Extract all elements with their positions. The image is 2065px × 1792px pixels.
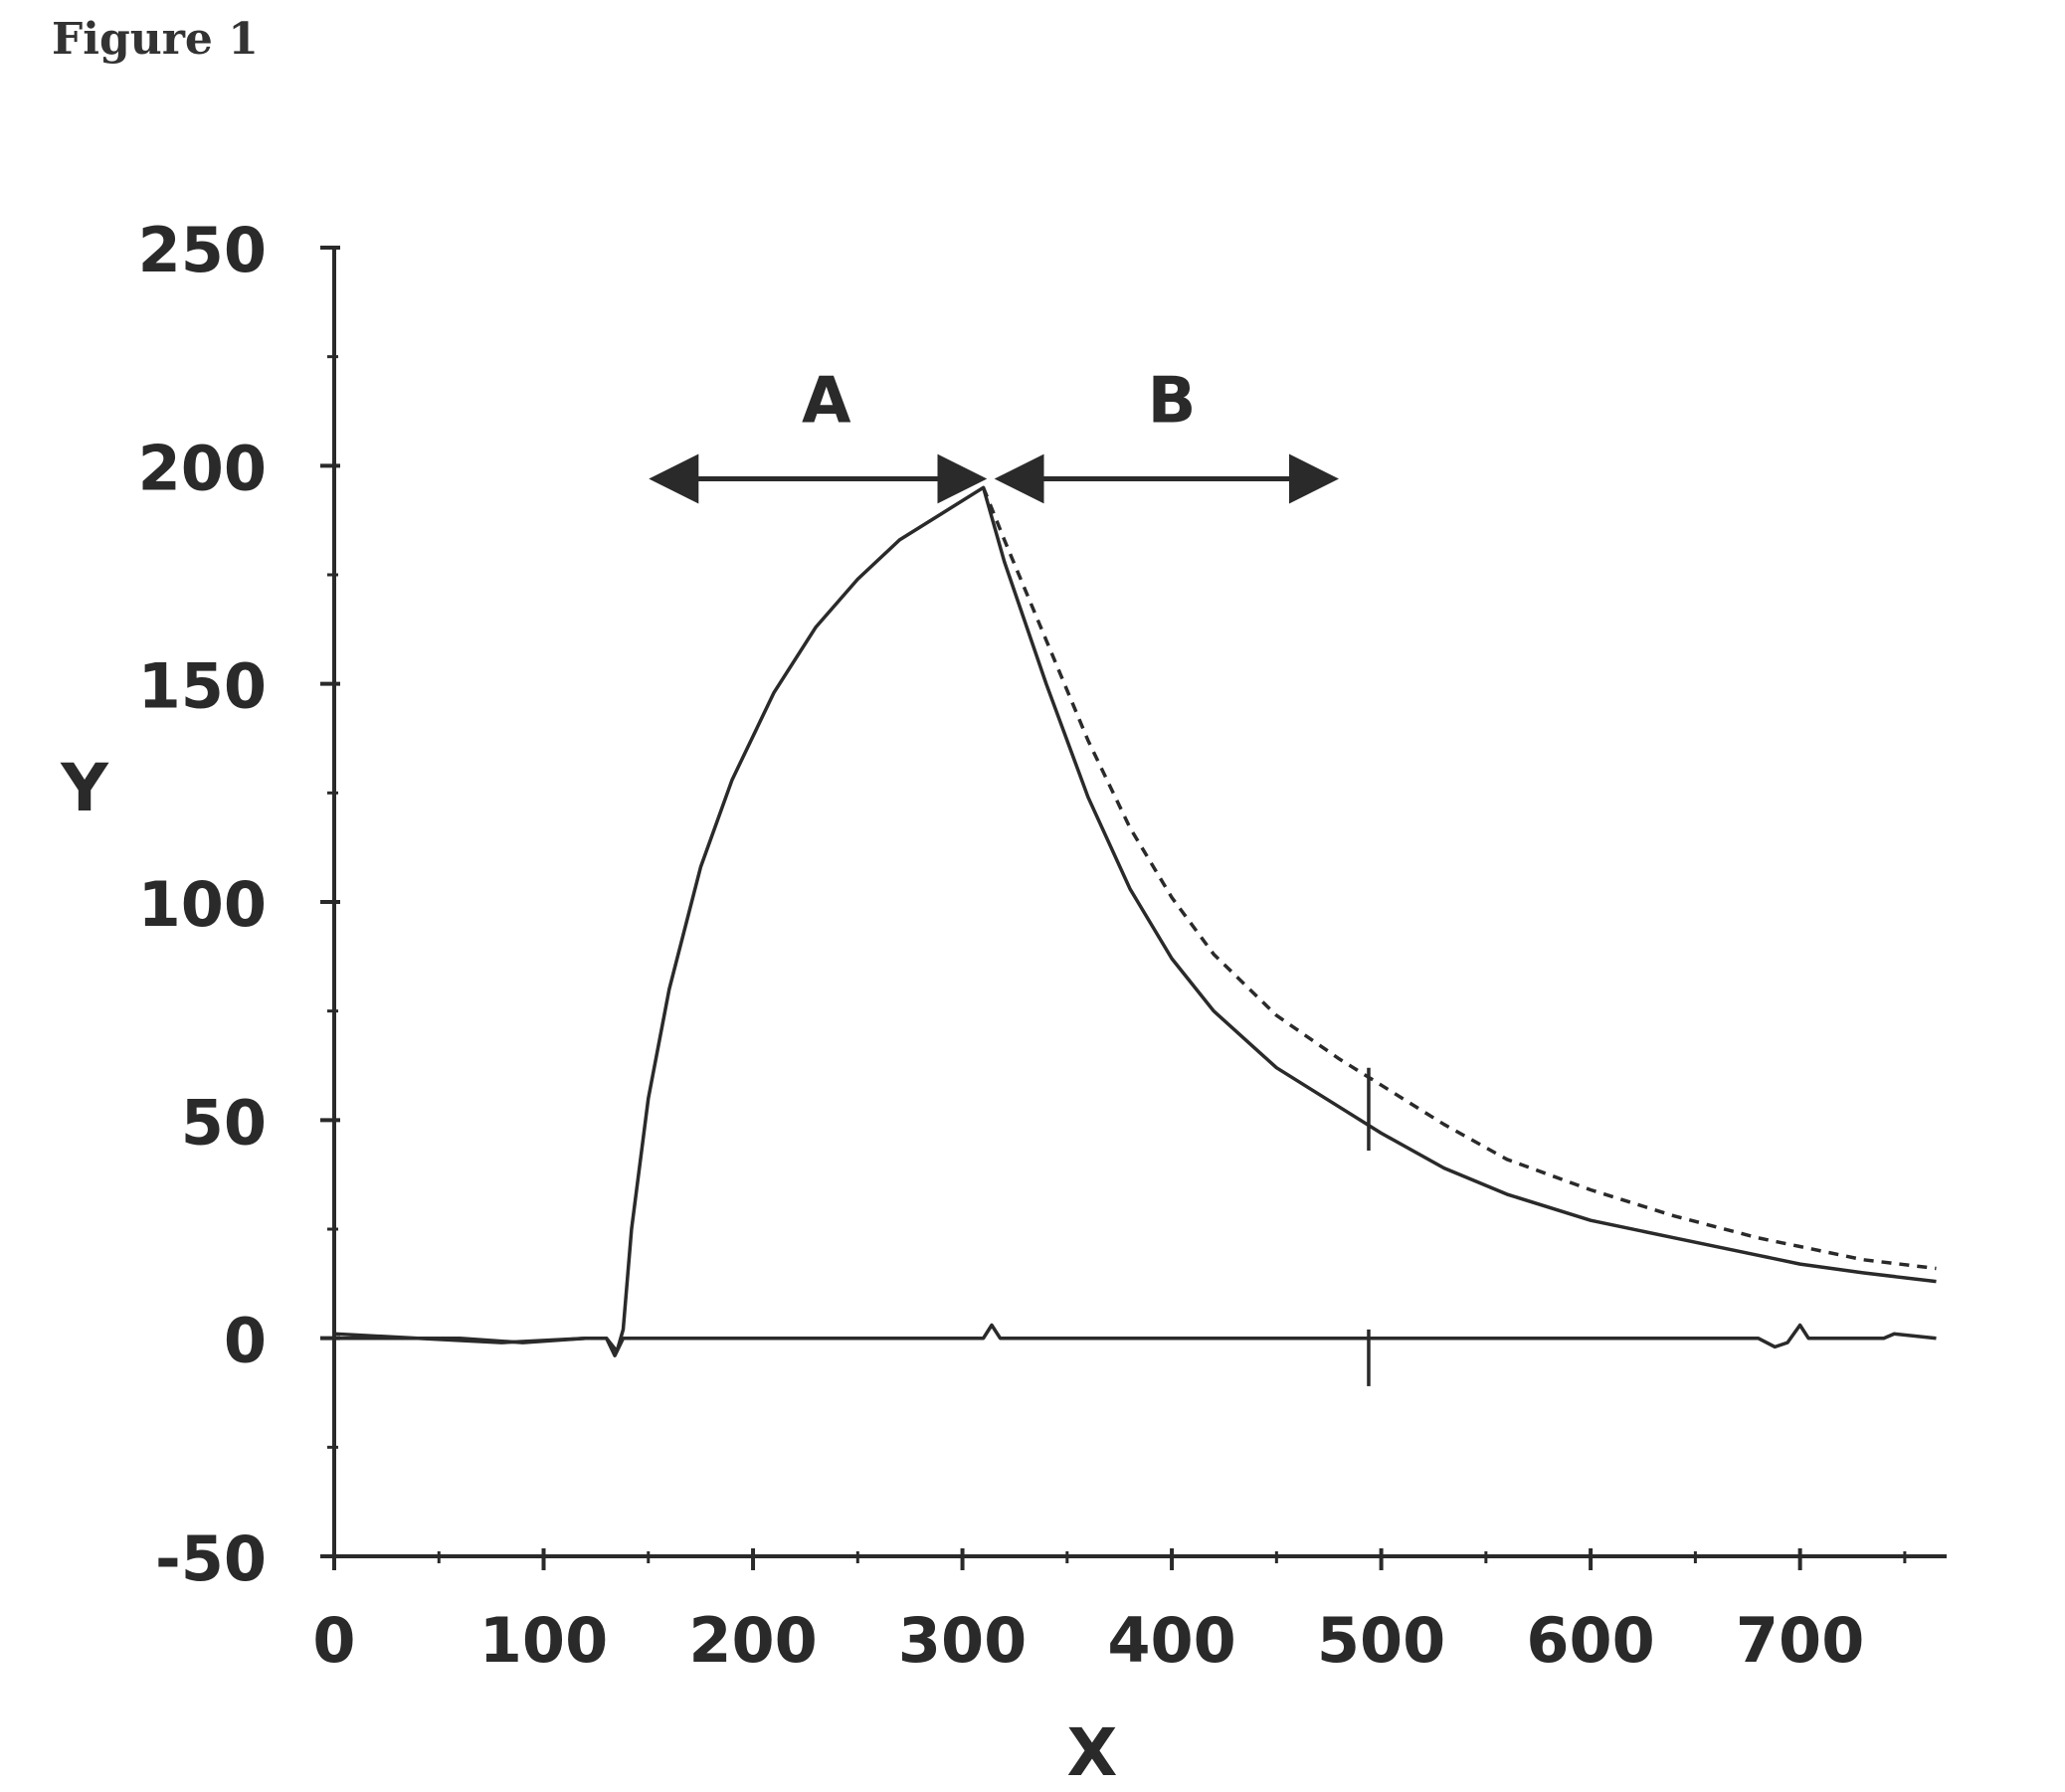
y-tick-label: 150 — [138, 650, 267, 723]
x-axis-title: X — [1067, 1714, 1118, 1791]
x-tick-label: 400 — [1107, 1604, 1235, 1677]
series-line-3 — [334, 1326, 1937, 1356]
x-tick-label: 100 — [479, 1604, 608, 1677]
x-tick-label: 500 — [1317, 1604, 1445, 1677]
y-axis-title: Y — [60, 750, 109, 826]
x-tick-label: 0 — [312, 1604, 355, 1677]
x-tick-label: 700 — [1736, 1604, 1864, 1677]
chart-annotations: AB — [658, 364, 1329, 478]
x-tick-label: 300 — [898, 1604, 1027, 1677]
annotation-label-a: A — [802, 364, 851, 438]
y-tick-label: 200 — [138, 432, 267, 504]
annotation-label-b: B — [1148, 364, 1197, 438]
y-tick-label: 0 — [224, 1305, 267, 1377]
y-tick-label: 50 — [181, 1086, 267, 1159]
y-tick-label: 250 — [138, 214, 267, 286]
y-tick-label: 100 — [138, 868, 267, 941]
x-tick-label: 200 — [688, 1604, 817, 1677]
y-tick-label: -50 — [155, 1523, 267, 1595]
x-tick-label: 600 — [1526, 1604, 1654, 1677]
chart-series-layer — [334, 487, 1937, 1386]
chart-axes: -50 0 50 100 150 200 250 0 100 200 300 400 500 600 700 — [138, 214, 1947, 1677]
